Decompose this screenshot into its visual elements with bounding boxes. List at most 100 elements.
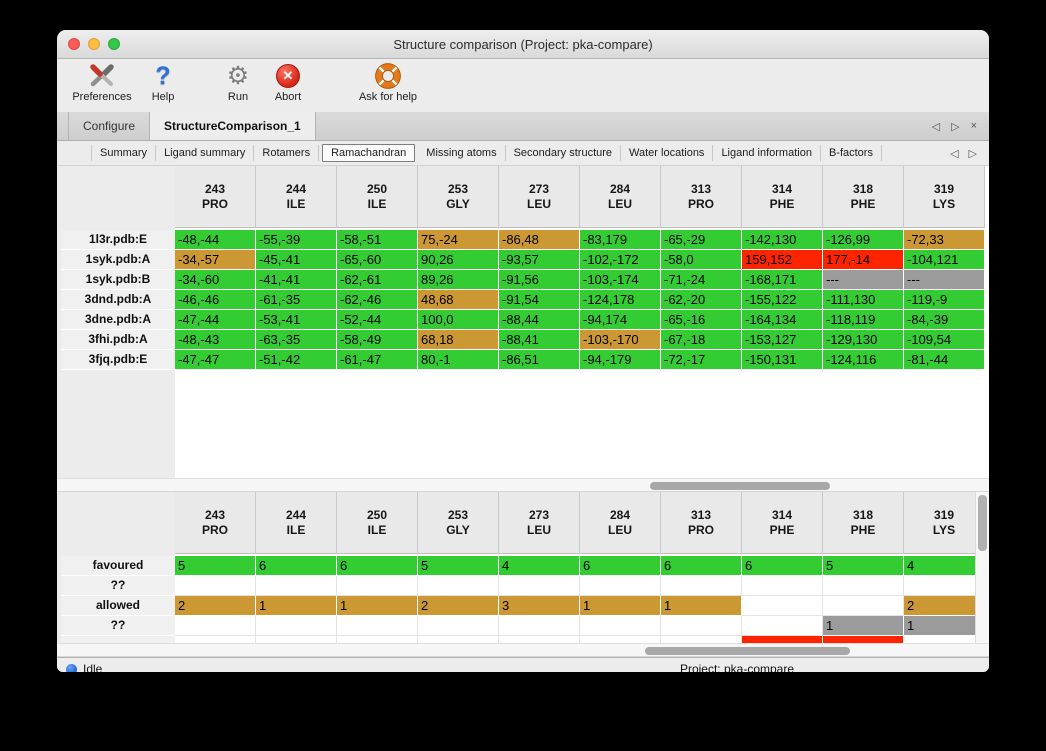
cell-284-allowed[interactable]: -103,-170 <box>580 330 661 350</box>
cell-273-none[interactable] <box>499 576 580 596</box>
cell-318-favoured[interactable]: -129,130 <box>823 330 904 350</box>
cell-314-favoured[interactable]: -142,130 <box>742 230 823 250</box>
cell-284-favoured[interactable]: -102,-172 <box>580 250 661 270</box>
column-header-273[interactable]: 273 LEU <box>499 166 580 228</box>
cell-253-none[interactable] <box>418 616 499 636</box>
cell-273-allowed[interactable]: -86,48 <box>499 230 580 250</box>
cell-284-none[interactable] <box>580 576 661 596</box>
cell-250-favoured[interactable]: -58,-51 <box>337 230 418 250</box>
row-label[interactable]: favoured <box>61 556 175 576</box>
cell-244-favoured[interactable]: 6 <box>256 556 337 576</box>
cell-273-favoured[interactable]: -88,44 <box>499 310 580 330</box>
cell-319-favoured[interactable]: -84,-39 <box>904 310 985 330</box>
row-label[interactable]: 1syk.pdb:B <box>61 270 175 290</box>
cell-313-favoured[interactable]: 6 <box>661 556 742 576</box>
cell-273-favoured[interactable]: -91,56 <box>499 270 580 290</box>
help-button[interactable]: ? Help <box>141 62 185 103</box>
cell-319-allowed[interactable]: 2 <box>904 596 985 616</box>
cell-284-favoured[interactable]: -94,-179 <box>580 350 661 370</box>
abort-button[interactable]: ✕ Abort <box>265 62 311 103</box>
cell-244-favoured[interactable]: -63,-35 <box>256 330 337 350</box>
cell-243-favoured[interactable]: 5 <box>175 556 256 576</box>
cell-253-favoured[interactable]: 89,26 <box>418 270 499 290</box>
cell-243-allowed[interactable]: -34,-57 <box>175 250 256 270</box>
cell-313-favoured[interactable]: -58,0 <box>661 250 742 270</box>
cell-273-favoured[interactable]: -88,41 <box>499 330 580 350</box>
subtab-next-icon[interactable]: ▷ <box>968 147 977 160</box>
cell-313-favoured[interactable]: -62,-20 <box>661 290 742 310</box>
column-header-253[interactable]: 253 GLY <box>418 166 499 228</box>
cell-313-favoured[interactable]: -67,-18 <box>661 330 742 350</box>
row-label[interactable]: ?? <box>61 576 175 596</box>
cell-243-favoured[interactable]: -34,-60 <box>175 270 256 290</box>
cell-250-none[interactable] <box>337 616 418 636</box>
subtab-prev-icon[interactable]: ◁ <box>950 147 959 160</box>
cell-319-none[interactable] <box>904 636 985 643</box>
row-label[interactable]: 3fjq.pdb:E <box>61 350 175 370</box>
column-header-284[interactable]: 284 LEU <box>580 492 661 554</box>
cell-284-favoured[interactable]: -124,178 <box>580 290 661 310</box>
scrollbar-thumb[interactable] <box>978 495 987 551</box>
cell-284-none[interactable] <box>580 616 661 636</box>
bottom-horizontal-scrollbar[interactable] <box>57 643 989 657</box>
cell-313-none[interactable] <box>661 576 742 596</box>
cell-313-favoured[interactable]: -72,-17 <box>661 350 742 370</box>
cell-318-none[interactable] <box>823 576 904 596</box>
cell-313-none[interactable] <box>661 636 742 643</box>
column-header-243[interactable]: 243 PRO <box>175 492 256 554</box>
row-label[interactable]: allowed <box>61 596 175 616</box>
cell-319-missing[interactable]: --- <box>904 270 985 290</box>
cell-243-favoured[interactable]: -47,-44 <box>175 310 256 330</box>
cell-284-favoured[interactable]: -103,-174 <box>580 270 661 290</box>
row-label[interactable]: ?? <box>61 616 175 636</box>
cell-253-allowed[interactable]: 2 <box>418 596 499 616</box>
cell-253-allowed[interactable]: 48,68 <box>418 290 499 310</box>
cell-250-favoured[interactable]: -65,-60 <box>337 250 418 270</box>
cell-318-favoured[interactable]: -124,116 <box>823 350 904 370</box>
cell-253-favoured[interactable]: 80,-1 <box>418 350 499 370</box>
subtab-ligand-summary[interactable]: Ligand summary <box>156 145 255 161</box>
cell-314-none[interactable] <box>742 576 823 596</box>
row-label[interactable]: 3dnd.pdb:A <box>61 290 175 310</box>
cell-319-allowed[interactable]: -72,33 <box>904 230 985 250</box>
cell-318-favoured[interactable]: 5 <box>823 556 904 576</box>
cell-243-favoured[interactable]: -46,-46 <box>175 290 256 310</box>
column-header-319[interactable]: 319 LYS <box>904 492 985 554</box>
cell-244-favoured[interactable]: -55,-39 <box>256 230 337 250</box>
cell-273-favoured[interactable]: -93,57 <box>499 250 580 270</box>
cell-314-favoured[interactable]: -168,171 <box>742 270 823 290</box>
row-label[interactable]: 3dne.pdb:A <box>61 310 175 330</box>
cell-253-none[interactable] <box>418 636 499 643</box>
row-label[interactable] <box>61 636 175 643</box>
cell-284-allowed[interactable]: 1 <box>580 596 661 616</box>
column-header-273[interactable]: 273 LEU <box>499 492 580 554</box>
tab-structurecomparison-1[interactable]: StructureComparison_1 <box>149 112 316 140</box>
cell-253-favoured[interactable]: 100,0 <box>418 310 499 330</box>
row-label[interactable]: 1l3r.pdb:E <box>61 230 175 250</box>
subtab-summary[interactable]: Summary <box>91 145 157 161</box>
cell-314-outlier[interactable] <box>742 636 823 643</box>
cell-250-favoured[interactable]: -52,-44 <box>337 310 418 330</box>
cell-318-missing[interactable]: 1 <box>823 616 904 636</box>
scrollbar-thumb[interactable] <box>645 647 850 655</box>
subtab-missing-atoms[interactable]: Missing atoms <box>418 145 506 161</box>
cell-313-none[interactable] <box>661 616 742 636</box>
cell-284-favoured[interactable]: -94,174 <box>580 310 661 330</box>
cell-318-missing[interactable]: --- <box>823 270 904 290</box>
preferences-button[interactable]: Preferences <box>71 62 133 103</box>
column-header-314[interactable]: 314 PHE <box>742 492 823 554</box>
cell-244-none[interactable] <box>256 616 337 636</box>
cell-319-favoured[interactable]: -81,-44 <box>904 350 985 370</box>
row-label[interactable]: 1syk.pdb:A <box>61 250 175 270</box>
row-label[interactable]: 3fhi.pdb:A <box>61 330 175 350</box>
cell-319-favoured[interactable]: -104,121 <box>904 250 985 270</box>
zoom-window-button[interactable] <box>108 38 120 50</box>
cell-244-favoured[interactable]: -61,-35 <box>256 290 337 310</box>
column-header-244[interactable]: 244 ILE <box>256 166 337 228</box>
column-header-284[interactable]: 284 LEU <box>580 166 661 228</box>
cell-318-favoured[interactable]: -118,119 <box>823 310 904 330</box>
cell-284-favoured[interactable]: -83,179 <box>580 230 661 250</box>
subtab-ligand-information[interactable]: Ligand information <box>713 145 821 161</box>
cell-250-favoured[interactable]: -62,-61 <box>337 270 418 290</box>
cell-273-favoured[interactable]: -86,51 <box>499 350 580 370</box>
